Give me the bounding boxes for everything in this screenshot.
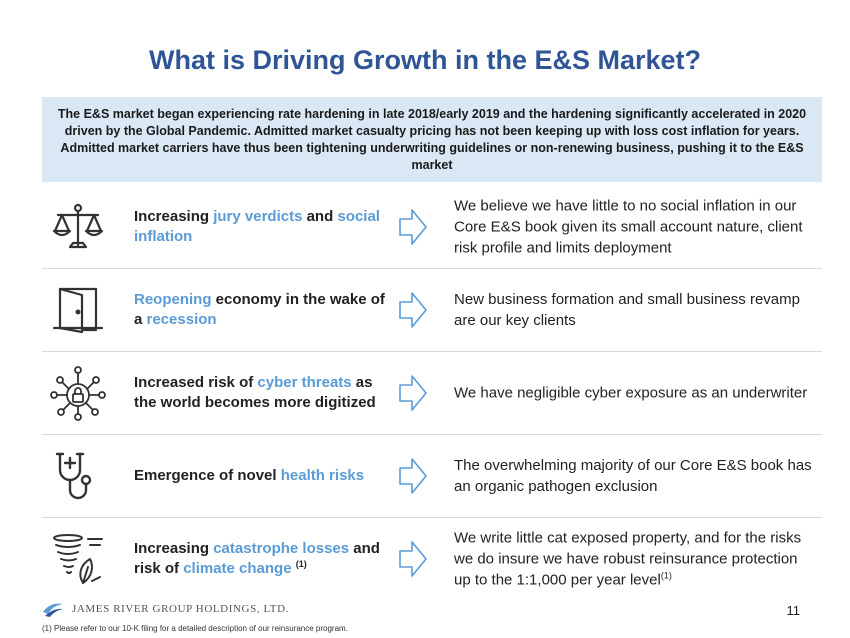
cyber-lock-icon — [50, 365, 106, 421]
driver-row-3: Increased risk of cyber threats as the w… — [42, 351, 822, 435]
response-text: We write little cat exposed property, an… — [454, 529, 802, 588]
stethoscope-icon — [50, 448, 106, 504]
response-text: We believe we have little to no social i… — [454, 197, 803, 256]
right-arrow-icon — [398, 373, 428, 413]
right-arrow-icon — [398, 207, 428, 247]
driver-label: Increasing catastrophe losses and risk o… — [134, 539, 380, 577]
driver-label: Increasing jury verdicts and social infl… — [134, 207, 380, 245]
footnote: (1) Please refer to our 10-K filing for … — [42, 624, 348, 633]
right-arrow-icon — [398, 290, 428, 330]
company-logo-mark-icon — [43, 603, 63, 617]
driver-row-2: Reopening economy in the wake of a reces… — [42, 268, 822, 352]
company-name: JAMES RIVER GROUP HOLDINGS, LTD. — [72, 603, 290, 615]
right-arrow-icon — [398, 456, 428, 496]
driver-label: Reopening economy in the wake of a reces… — [134, 290, 385, 328]
page-title: What is Driving Growth in the E&S Market… — [148, 45, 702, 75]
page-number: 11 — [786, 603, 801, 618]
open-door-icon — [50, 282, 106, 338]
driver-label: Emergence of novel health risks — [134, 466, 365, 484]
response-text: New business formation and small busines… — [454, 290, 800, 329]
scales-icon — [50, 199, 106, 255]
driver-row-4: Emergence of novel health risks The over… — [42, 434, 822, 518]
right-arrow-icon — [398, 539, 428, 579]
response-text: We have negligible cyber exposure as an … — [454, 384, 808, 401]
driver-label: Increased risk of cyber threats as the w… — [134, 373, 376, 411]
tornado-icon — [50, 531, 106, 587]
response-text: The overwhelming majority of our Core E&… — [454, 456, 812, 495]
footnote-ref: (1) — [660, 570, 672, 580]
driver-row-1: Increasing jury verdicts and social infl… — [42, 185, 822, 269]
intro-callout: The E&S market began experiencing rate h… — [42, 97, 822, 182]
footnote-ref: (1) — [295, 558, 307, 569]
company-logo: JAMES RIVER GROUP HOLDINGS, LTD. — [42, 598, 289, 620]
driver-row-5: Increasing catastrophe losses and risk o… — [42, 517, 822, 600]
